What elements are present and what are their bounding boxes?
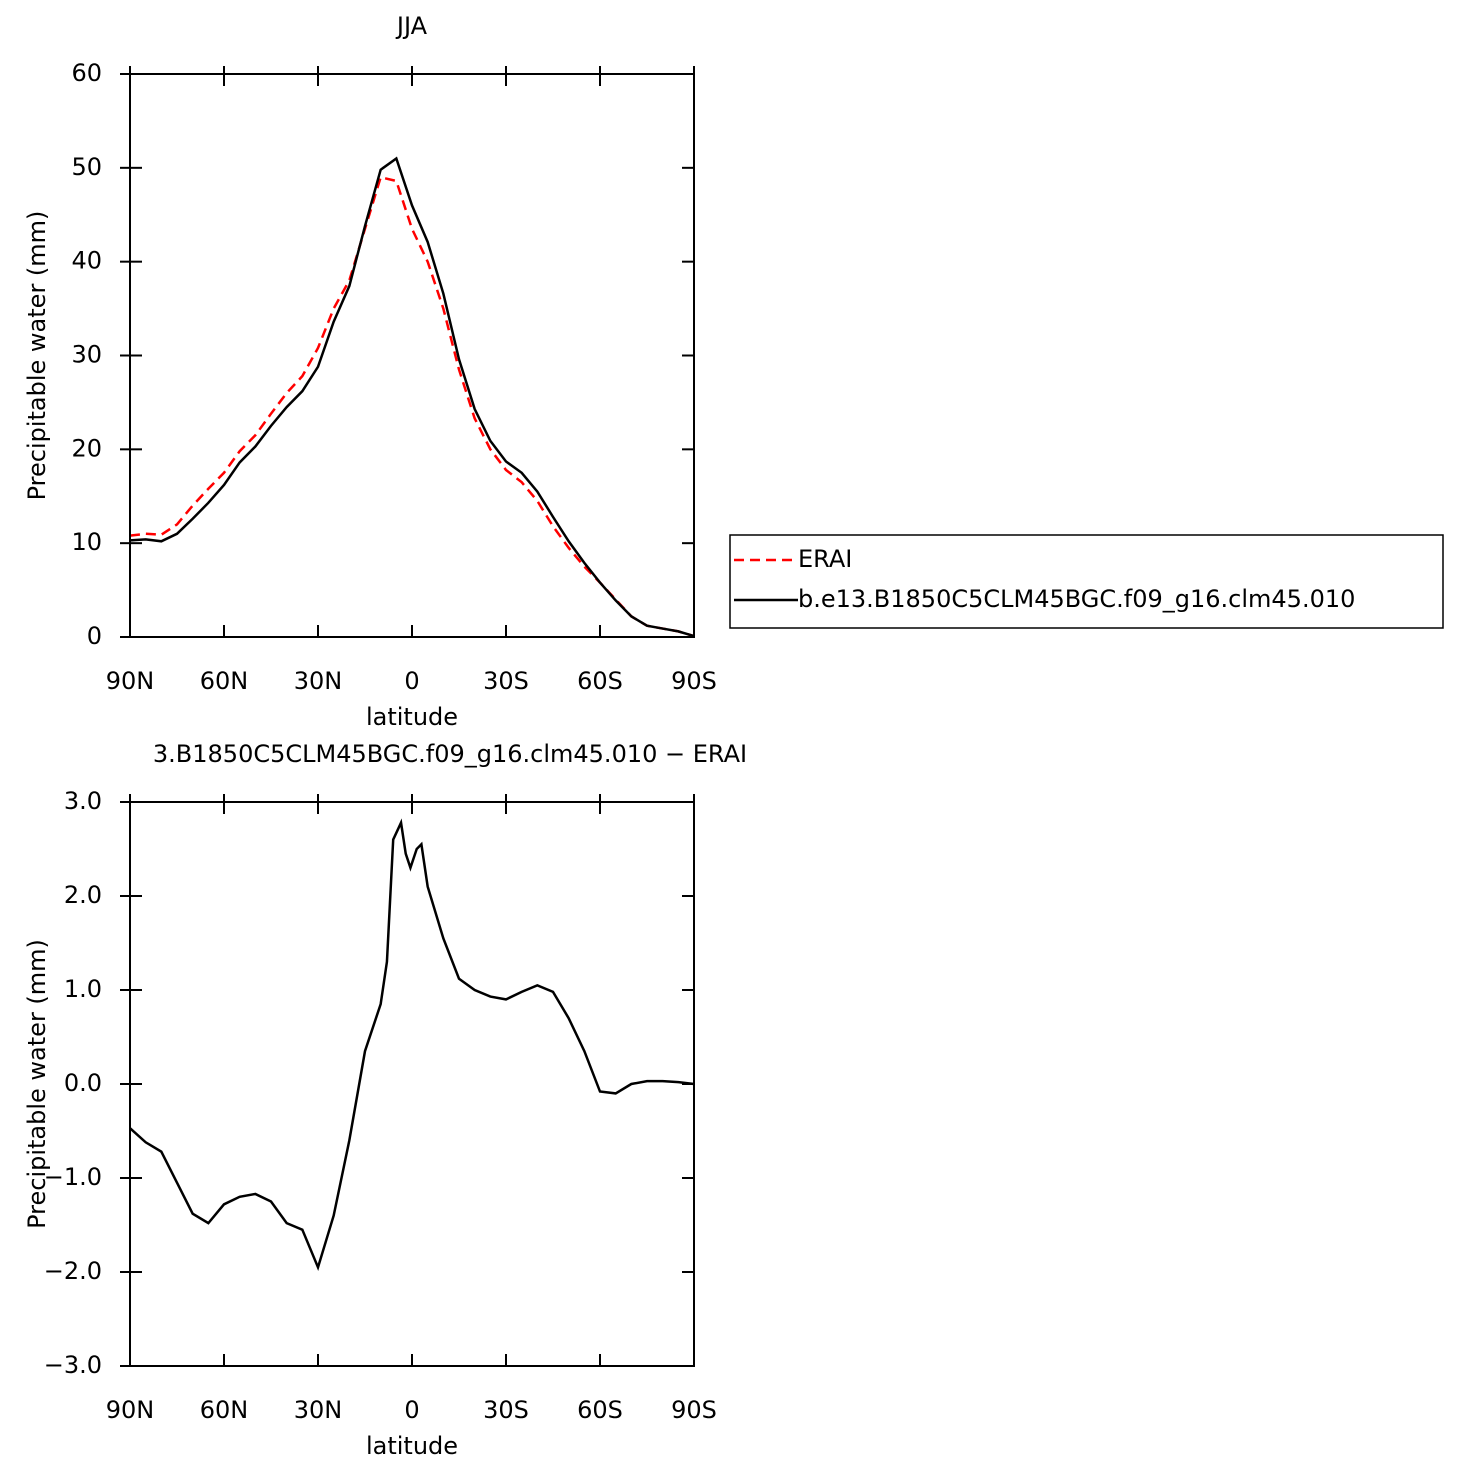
y-tick-label: −2.0 (44, 1257, 102, 1285)
y-tick-label: 40 (71, 247, 102, 275)
y-tick-label: 2.0 (64, 881, 102, 909)
x-tick-label: 30N (294, 1396, 343, 1424)
y-tick-label: 30 (71, 341, 102, 369)
x-tick-label: 30N (294, 667, 343, 695)
y-tick-label: 10 (71, 528, 102, 556)
x-tick-label: 60S (577, 667, 623, 695)
y-tick-label: −1.0 (44, 1163, 102, 1191)
y-tick-label: 3.0 (64, 787, 102, 815)
x-tick-label: 60N (200, 1396, 249, 1424)
x-tick-label: 90S (671, 667, 717, 695)
y-tick-label: 20 (71, 434, 102, 462)
legend-box (729, 534, 1444, 629)
x-tick-label: 0 (404, 667, 419, 695)
x-axis-label: latitude (366, 1432, 458, 1460)
data-line (129, 156, 695, 638)
y-tick-label: −3.0 (44, 1351, 102, 1379)
plot-frame (129, 73, 695, 638)
y-axis-label: Precipitable water (mm) (23, 939, 51, 1229)
legend-label: ERAI (798, 545, 852, 573)
x-tick-label: 90S (671, 1396, 717, 1424)
legend-label: b.e13.B1850C5CLM45BGC.f09_g16.clm45.010 (798, 585, 1355, 613)
y-axis-label: Precipitable water (mm) (23, 211, 51, 501)
x-tick-label: 0 (404, 1396, 419, 1424)
chart-title: 3.B1850C5CLM45BGC.f09_g16.clm45.010 − ER… (153, 740, 747, 768)
x-tick-label: 90N (106, 1396, 155, 1424)
x-tick-label: 60N (200, 667, 249, 695)
data-line (129, 175, 695, 638)
y-tick-label: 60 (71, 59, 102, 87)
x-axis-label: latitude (366, 703, 458, 731)
y-tick-label: 0 (87, 622, 102, 650)
chart-title: JJA (395, 12, 428, 40)
y-tick-label: 0.0 (64, 1069, 102, 1097)
x-tick-label: 30S (483, 667, 529, 695)
y-tick-label: 1.0 (64, 975, 102, 1003)
x-tick-label: 60S (577, 1396, 623, 1424)
plot-frame (129, 801, 695, 1367)
data-line (129, 818, 695, 1271)
x-tick-label: 30S (483, 1396, 529, 1424)
x-tick-label: 90N (106, 667, 155, 695)
y-tick-label: 50 (71, 153, 102, 181)
